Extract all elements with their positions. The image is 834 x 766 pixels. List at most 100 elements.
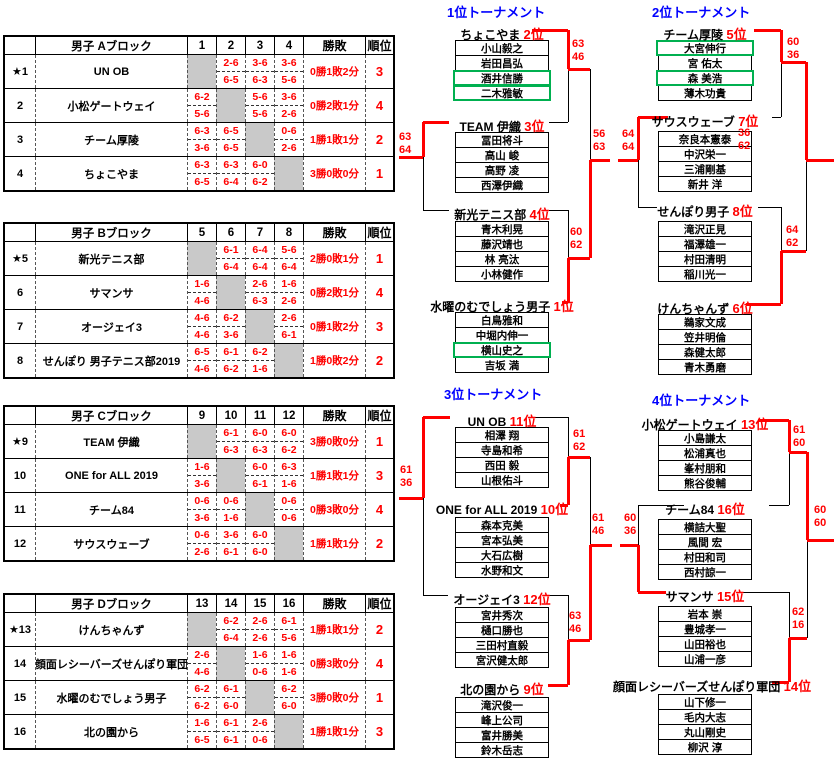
bracket-line [788,420,791,452]
bracket-line [638,207,657,208]
bracket-line [780,30,783,62]
score-cell: 3-6 6-3 [245,55,274,88]
semifinal2-score: 63 46 [569,610,582,635]
bracket-team-rank: 16位 [717,502,745,517]
bracket-line [590,69,591,160]
member-cell-highlighted: 森 美浩 [656,70,754,86]
bracket-line [772,117,781,118]
bracket-line [806,160,807,251]
bracket-line [637,545,640,592]
score-cell: 1-6 1-6 [274,647,303,680]
score-cell: 6-2 6-4 [216,613,245,646]
header-cell: 12 [274,407,303,424]
bracket-team-rank: 2位 [523,27,544,42]
header-cell: 順位 [365,595,393,612]
bracket-line [788,638,791,682]
member-cell: 鈴木岳志 [455,742,549,758]
bracket-team-label: 北の園から 9位 [410,679,594,698]
team-name-cell: ONE for ALL 2019 [35,459,187,492]
score-cell: 2-6 6-3 [245,276,274,309]
bracket-line [789,592,790,638]
set-pair: 2-6 4-6 [188,647,216,680]
header-cell: 16 [274,595,303,612]
consolation-score: 64 64 [622,128,635,153]
set-pair: 6-1 5-6 [275,613,303,646]
score-cell: 1-6 0-6 [245,647,274,680]
score-cell: 6-5 4-6 [187,344,216,377]
bracket-line [789,637,807,640]
bracket-team-label: 新光テニス部 4位 [410,204,594,223]
bracket-line [567,457,570,505]
set-pair: 6-5 6-5 [217,123,245,156]
bracket-line [638,160,639,207]
team-row: 4 ちょこやま 6-3 6-5 6-3 6-4 6-0 6-2 3勝0敗0分 1 [5,156,393,190]
record-cell: 0勝1敗2分 [303,310,365,343]
rank-cell: 2 [365,344,393,377]
bracket-line [805,62,808,160]
bracket-team-name: サマンサ [665,590,717,604]
final-score: 60 60 [814,504,827,529]
bracket-team-rank: 6位 [732,301,753,316]
team-row: 7 オージェイ3 4-6 4-6 6-2 3-6 2-6 6-1 0勝1敗2分 3 [5,309,393,343]
rank-cell: 2 [365,527,393,560]
bracket-team-name: ONE for ALL 2019 [435,503,541,517]
team-name-cell: サマンサ [35,276,187,309]
header-cell: 勝敗 [303,224,365,241]
member-cell: 新井 洋 [658,176,752,192]
member-cell: 白鳥雅和 [455,312,549,328]
set-pair: 3-6 5-6 [275,55,303,88]
bracket-line [549,210,568,211]
bracket-team-label: TEAM 伊織 3位 [410,116,594,135]
score-cell [216,647,245,680]
bracket-line [568,417,569,457]
score-cell: 3-6 6-1 [216,527,245,560]
team-name-cell: 北の園から [35,715,187,748]
bracket-team-rank: 9位 [523,682,544,697]
score-cell: 2-6 0-6 [245,715,274,748]
set-pair: 3-6 6-3 [246,55,274,88]
bracket-team-rank: 15位 [716,589,745,604]
set-pair: 6-2 6-4 [217,613,245,646]
score-cell: 2-6 6-1 [274,310,303,343]
header-cell: 3 [245,37,274,54]
consolation-winner-line [618,159,638,162]
bracket-line [549,122,568,123]
team-row: 14 顔面レシーバーズせんぽり軍団 2-6 4-6 1-6 0-6 1-6 1-6 0勝3敗0分… [5,646,393,680]
team-row: 2 小松ゲートウェイ 6-2 5-6 5-6 5-6 3-6 2-6 0勝2敗1分 4 [5,88,393,122]
score-cell [187,425,216,458]
set-pair: 6-1 6-4 [217,242,245,275]
record-cell: 3勝0敗0分 [303,157,365,190]
member-box: 相澤 翔寺島和希 西田 毅山根佑斗 [455,427,549,488]
semifinal1-score: 61 60 [793,424,806,449]
bracket-line [758,207,781,208]
member-cell: 岩田昌弘 [455,55,549,71]
set-pair: 1-6 6-5 [188,715,216,748]
member-cell: 風間 宏 [658,534,752,550]
score-cell [245,123,274,156]
bracket-team-label: UN OB 11位 [410,411,594,430]
bracket-team-name: ちょこやま [460,28,524,42]
seed-cell: 14 [13,657,27,670]
score-cell: 5-6 6-4 [274,242,303,275]
member-cell: 岩本 崇 [658,606,752,622]
champion-line [807,539,834,542]
score-cell: 0-6 3-6 [187,493,216,526]
bracket-line [742,592,789,593]
tournament-title: 2位トーナメント [652,5,751,20]
bracket-line [423,498,424,595]
score-cell: 6-3 6-4 [216,157,245,190]
member-box: 奈良本憲泰 中沢栄一 三浦剛基 新井 洋 [658,131,752,192]
score-cell: 6-1 6-3 [216,425,245,458]
bracket-line [568,257,590,260]
bracket-team-name: 小松ゲートウェイ [641,418,741,432]
final-score: 36 62 [738,127,751,152]
score-cell: 6-0 6-3 [245,425,274,458]
member-cell-highlighted: 大宮伸行 [656,40,754,56]
member-box: 山下修一 毛内大志 丸山剛史 柳沢 淳 [658,694,752,755]
member-cell: 稲川光一 [658,266,752,282]
score-cell: 6-1 6-0 [216,681,245,714]
bracket-line [589,545,592,640]
team-row: 12 サウスウェーブ 0-6 2-6 3-6 6-1 6-0 6-0 1勝1敗1分 2 [5,526,393,560]
bracket-line [423,121,449,124]
score-cell: 6-1 6-4 [216,242,245,275]
